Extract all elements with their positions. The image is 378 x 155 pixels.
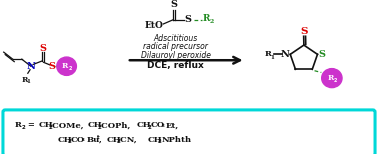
Text: 2: 2 bbox=[48, 125, 52, 130]
Text: S: S bbox=[301, 27, 308, 36]
Text: ₂: ₂ bbox=[161, 123, 164, 128]
Text: 2: 2 bbox=[98, 125, 101, 130]
Text: CH: CH bbox=[87, 121, 102, 129]
Text: CN,: CN, bbox=[120, 135, 140, 144]
Text: R: R bbox=[202, 14, 210, 23]
Text: Dilauroyl peroxide: Dilauroyl peroxide bbox=[141, 51, 211, 60]
Text: CH: CH bbox=[57, 135, 72, 144]
Text: ₂: ₂ bbox=[82, 137, 84, 142]
Text: R: R bbox=[327, 74, 333, 82]
FancyBboxPatch shape bbox=[3, 110, 375, 155]
Text: S: S bbox=[319, 50, 326, 59]
Text: S: S bbox=[185, 15, 192, 24]
Text: Et,: Et, bbox=[166, 121, 179, 129]
Text: ,: , bbox=[99, 135, 105, 144]
Text: NPhth: NPhth bbox=[161, 135, 192, 144]
Text: 2: 2 bbox=[116, 139, 120, 144]
Text: S: S bbox=[48, 62, 55, 71]
Text: 2: 2 bbox=[209, 19, 214, 24]
Text: R: R bbox=[62, 62, 68, 70]
Text: 2: 2 bbox=[147, 125, 151, 130]
Text: CH: CH bbox=[147, 135, 162, 144]
Text: CO: CO bbox=[151, 121, 165, 129]
Text: N: N bbox=[26, 62, 35, 71]
Text: 1: 1 bbox=[26, 79, 30, 84]
Text: 2: 2 bbox=[334, 78, 337, 83]
Circle shape bbox=[57, 57, 76, 75]
Text: Adscititious: Adscititious bbox=[154, 33, 198, 42]
Text: CH: CH bbox=[38, 121, 53, 129]
Text: 2: 2 bbox=[22, 125, 25, 130]
Text: N: N bbox=[281, 50, 290, 59]
Text: DCE, reflux: DCE, reflux bbox=[147, 61, 204, 70]
Text: =: = bbox=[25, 121, 38, 129]
Circle shape bbox=[322, 69, 342, 88]
Text: EtO: EtO bbox=[145, 20, 164, 29]
Text: Bu: Bu bbox=[86, 135, 99, 144]
Text: 2: 2 bbox=[69, 66, 72, 71]
Text: radical precursor: radical precursor bbox=[143, 42, 208, 51]
Text: 2: 2 bbox=[67, 139, 71, 144]
Text: COPh,: COPh, bbox=[101, 121, 133, 129]
Text: R: R bbox=[15, 121, 22, 129]
Text: S: S bbox=[170, 0, 177, 9]
Text: 2: 2 bbox=[158, 139, 161, 144]
Text: CO: CO bbox=[71, 135, 85, 144]
Text: CH: CH bbox=[137, 121, 152, 129]
Text: t: t bbox=[97, 135, 99, 140]
Text: R: R bbox=[264, 50, 271, 58]
Text: R: R bbox=[21, 76, 28, 84]
Text: 1: 1 bbox=[270, 55, 274, 60]
Text: S: S bbox=[39, 44, 46, 53]
Text: CH: CH bbox=[106, 135, 121, 144]
Text: COMe,: COMe, bbox=[52, 121, 87, 129]
